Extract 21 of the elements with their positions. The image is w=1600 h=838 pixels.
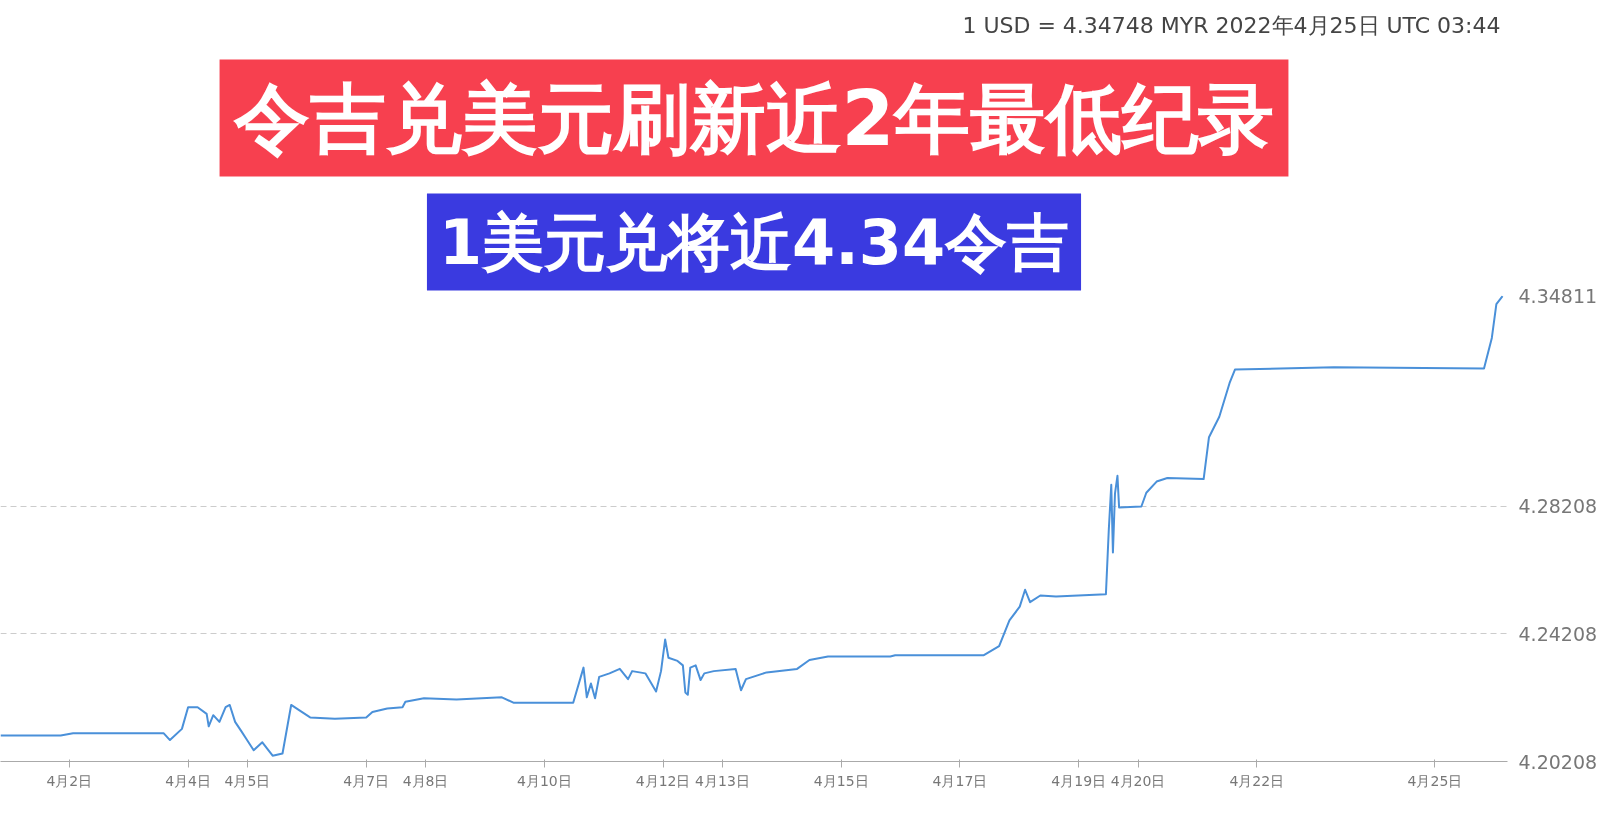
x-tick-label: 4月19日 (1051, 772, 1107, 789)
x-tick-label: 4月4日 (165, 772, 212, 789)
x-tick-label: 4月22日 (1229, 772, 1285, 789)
x-tick-label: 4月12日 (635, 772, 691, 789)
x-tick-label: 4月25日 (1407, 772, 1463, 789)
x-tick-label: 4月5日 (224, 772, 271, 789)
y-tick-label: 4.34811 (1518, 284, 1598, 307)
y-tick-label: 4.28208 (1518, 495, 1598, 518)
x-tick-label: 4月8日 (402, 772, 449, 789)
x-tick-label: 4月17日 (932, 772, 988, 789)
x-tick-label: 4月20日 (1110, 772, 1166, 789)
x-tick-label: 4月15日 (813, 772, 869, 789)
x-tick-label: 4月7日 (343, 772, 390, 789)
text: 1 USD = 4.34748 MYR 2022年4月25日 UTC 03:44 (962, 12, 1501, 38)
y-tick-label: 4.24208 (1518, 622, 1598, 645)
x-tick-label: 4月2日 (46, 772, 93, 789)
chart-subtitle: 1美元兑将近4.34令吉 (438, 205, 1070, 279)
x-tick-label: 4月10日 (516, 772, 572, 789)
chart-title: 令吉兑美元刷新近2年最低纪录 (232, 73, 1275, 163)
y-tick-label: 4.20208 (1518, 750, 1598, 773)
x-tick-label: 4月13日 (695, 772, 750, 789)
